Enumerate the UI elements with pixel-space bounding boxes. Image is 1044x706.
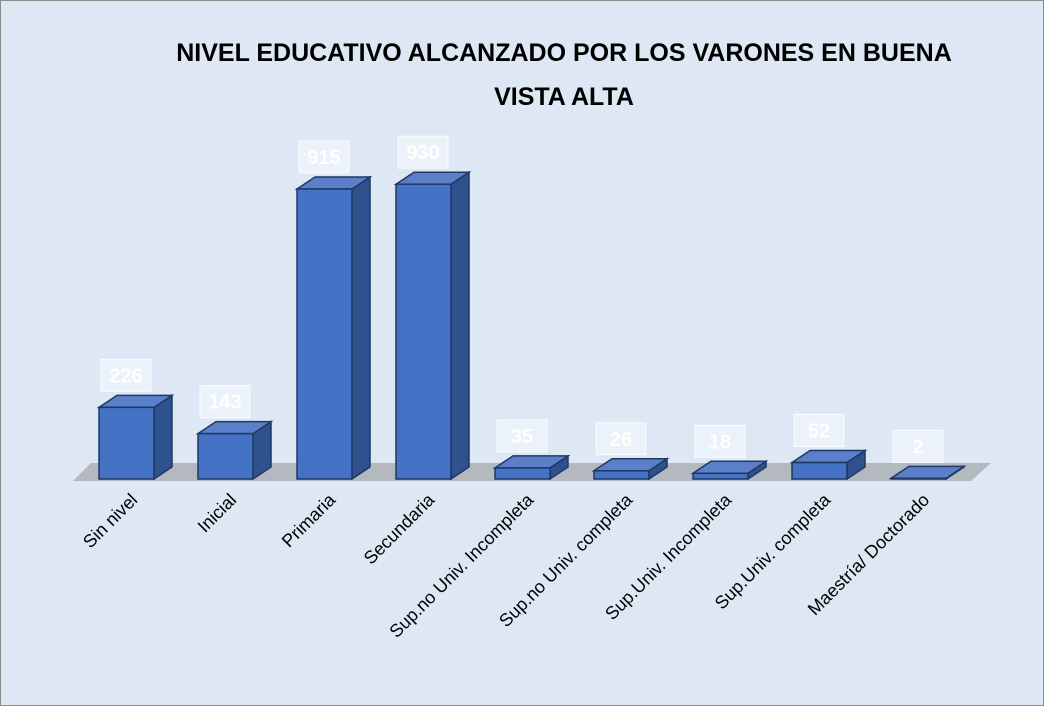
bar-side [450,170,470,481]
value-label: 226 [109,365,142,387]
x-tick-label: Primaria [278,489,340,551]
value-label: 2 [912,436,923,458]
bar [593,470,650,480]
chart-title: NIVEL EDUCATIVO ALCANZADO POR LOS VARONE… [176,39,952,111]
value-label: 143 [208,392,241,414]
x-tick-label: Secundaria [360,489,439,568]
bar [98,406,155,480]
value-label-box [595,422,647,456]
bar-side [351,175,371,481]
value-label-box [892,429,944,463]
value-label-box [199,385,251,419]
value-label: 930 [406,142,439,164]
value-label: 915 [307,147,340,169]
bar-side [153,393,173,481]
value-label-box [694,424,746,458]
bar [494,467,551,480]
bar [791,461,848,480]
value-label-box [100,358,152,392]
bar [197,432,254,480]
bar [692,472,749,480]
x-tick-label: Sin nivel [79,490,141,552]
value-label: 26 [610,429,632,451]
value-label: 18 [709,431,731,453]
value-label-box [793,414,845,448]
bar [395,183,452,480]
bar [890,477,947,480]
value-label-box [298,140,350,174]
value-label: 35 [511,426,533,448]
value-label-box [496,419,548,453]
value-label-box [397,135,449,169]
bar [296,188,353,480]
x-tick-label: Inicial [194,490,241,537]
value-label: 52 [808,421,830,443]
